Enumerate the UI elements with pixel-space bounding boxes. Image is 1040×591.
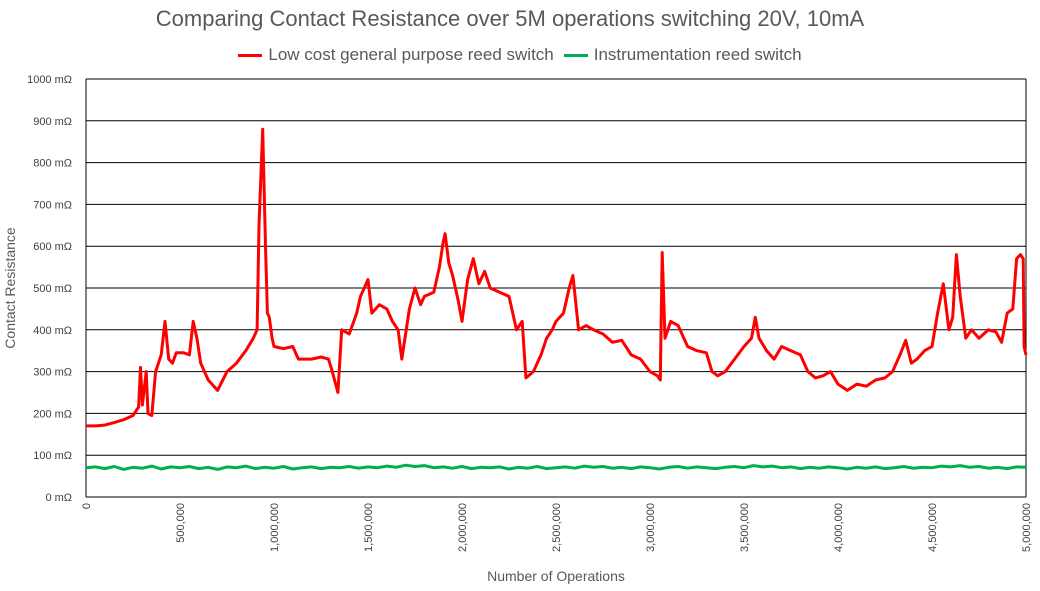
x-tick-label: 1,000,000 [269, 503, 281, 552]
legend-label-instrumentation: Instrumentation reed switch [593, 45, 802, 64]
x-tick-label: 3,000,000 [645, 503, 657, 552]
x-tick-label: 1,500,000 [363, 503, 375, 552]
y-tick-label: 500 mΩ [33, 283, 72, 295]
legend: Low cost general purpose reed switch Ins… [0, 45, 1040, 65]
legend-swatch-low-cost [238, 53, 263, 57]
series-line-instrumentation [85, 463, 1027, 471]
x-tick-label: 2,000,000 [457, 503, 469, 552]
y-tick-label: 200 mΩ [33, 408, 72, 420]
y-tick-label: 800 mΩ [33, 158, 72, 170]
y-tick-label: 900 mΩ [33, 116, 72, 128]
series-line-low-cost [86, 127, 1028, 428]
y-tick-label: 400 mΩ [33, 325, 72, 337]
y-tick-label: 100 mΩ [33, 450, 72, 462]
legend-item-instrumentation: Instrumentation reed switch [563, 45, 802, 65]
x-tick-label: 2,500,000 [551, 503, 563, 552]
y-axis-label: Contact Resistance [2, 227, 18, 349]
x-tick-label: 500,000 [175, 503, 187, 543]
y-tick-label: 300 mΩ [33, 367, 72, 379]
chart-title: Comparing Contact Resistance over 5M ope… [155, 6, 865, 31]
legend-swatch-instrumentation [563, 53, 588, 57]
legend-label-low-cost: Low cost general purpose reed switch [268, 45, 554, 64]
x-tick-label: 0 [81, 503, 93, 509]
y-tick-label: 700 mΩ [33, 199, 72, 211]
x-axis-label: Number of Operations [487, 568, 625, 584]
y-tick-label: 1000 mΩ [27, 74, 72, 86]
y-tick-label: 0 mΩ [45, 492, 72, 504]
y-tick-label: 600 mΩ [33, 241, 72, 253]
x-tick-label: 4,500,000 [927, 503, 939, 552]
x-tick-label: 5,000,000 [1021, 503, 1033, 552]
x-tick-label: 4,000,000 [833, 503, 845, 552]
legend-item-low-cost: Low cost general purpose reed switch [238, 45, 554, 65]
x-tick-label: 3,500,000 [739, 503, 751, 552]
